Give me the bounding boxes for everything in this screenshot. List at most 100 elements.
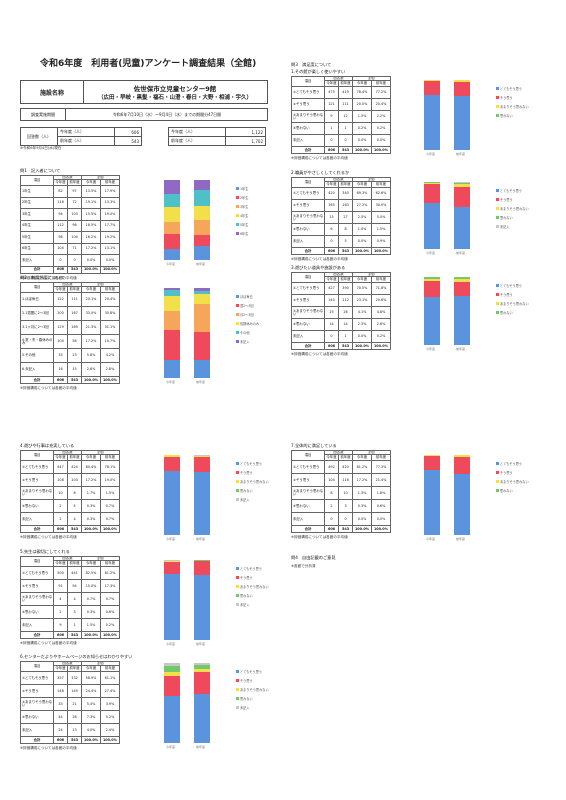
row-value-l: 0 xyxy=(338,134,354,148)
row-value-lr: 20.6% xyxy=(371,294,391,308)
count-table: 回答数（人） 今年度（人） 606 今年度（人） 1,122 前年度（人） 54… xyxy=(20,127,266,146)
bar-this-year xyxy=(164,180,180,260)
row-value-tr: 0.0% xyxy=(352,512,372,527)
legend-swatch xyxy=(236,295,239,298)
table-row: 未記入 0 0 0.0% 0.0% xyxy=(291,512,391,527)
row-label: 1.ほぼ毎日 xyxy=(20,292,54,308)
question-title: 問2 利用頻度について xyxy=(20,275,65,280)
bar-axis-label: 前年度 xyxy=(196,262,206,266)
legend-swatch xyxy=(496,189,499,192)
row-value-lr: 31.1% xyxy=(100,320,120,336)
total-value-tr: 100.0% xyxy=(352,525,372,534)
bar-axis-label: 今年度 xyxy=(166,642,176,646)
total-value-lr: 100.0% xyxy=(100,376,120,385)
row-value-t: 104 xyxy=(52,242,69,256)
row-label: 未記入 xyxy=(20,723,54,738)
bar-segment xyxy=(164,561,180,562)
total-label: 合計 xyxy=(20,376,54,385)
question-table: 項目 回答数 割合 今年度 前年度 今年度 前年度 ①とてもそう思う 500 441 82.5% 81… xyxy=(20,555,120,640)
row-value-lr: 17.9% xyxy=(100,185,120,198)
bar-segment xyxy=(454,80,470,82)
bar-segment xyxy=(454,455,470,457)
table-row: 1.ほぼ毎日 122 111 20.1% 20.4% xyxy=(20,292,120,308)
row-value-lr: 1.5% xyxy=(100,486,120,501)
row-value-t: 0 xyxy=(323,235,340,249)
row-label: ③あまりそう思わない xyxy=(291,211,325,225)
facility-label: 施設名称 xyxy=(21,81,84,103)
row-value-t: 1 xyxy=(323,122,340,136)
legend-label: 5年生 xyxy=(240,223,249,227)
question-table: 項目 回答数 割合 今年度 前年度 今年度 前年度 ①とてもそう思う 447 424 80.4% 78… xyxy=(20,449,120,534)
question-title: 6.センターだよりやホームページのお知らせはわかりやすい xyxy=(20,654,133,659)
bar-segment xyxy=(424,470,440,535)
legend-label: 1年生 xyxy=(240,187,249,191)
bar-segment xyxy=(454,95,470,150)
row-value-l: 58 xyxy=(67,334,83,350)
bar-segment xyxy=(194,290,210,295)
legend-label: 月2～3回 xyxy=(240,313,254,317)
row-label: ③あまりそう思わない xyxy=(20,486,54,501)
bar-this-year xyxy=(424,182,440,249)
row-value-t: 33 xyxy=(52,697,69,712)
q4-note: ※各館で分析済 xyxy=(291,564,316,568)
table-row: ②そう思う 148 149 24.4% 27.4% xyxy=(20,684,120,699)
total-value-tr: 100.0% xyxy=(81,525,101,534)
table-row: ③あまりそう思わない 9 12 1.5% 2.2% xyxy=(291,110,391,124)
legend-swatch xyxy=(236,489,239,492)
row-value-lr: 0.7% xyxy=(100,499,120,514)
row-label: ③あまりそう思わない xyxy=(20,592,54,607)
legend-swatch xyxy=(496,207,499,210)
legend-swatch xyxy=(236,603,239,606)
legend-label: とてもそう思う xyxy=(500,462,522,466)
row-value-t: 98 xyxy=(52,231,69,244)
row-label: ①とてもそう思う xyxy=(291,187,325,201)
table-row: 5.その他 35 23 5.8% 4.2% xyxy=(20,348,120,364)
bar-last-year xyxy=(194,288,210,378)
legend-swatch xyxy=(496,105,499,108)
eval-note: ※評価構成については各館の平均値 xyxy=(291,352,348,356)
bar-segment xyxy=(164,561,180,574)
row-value-l: 71 xyxy=(67,242,83,256)
legend-swatch xyxy=(236,498,239,501)
table-row-total: 合計 606 543 100.0% 100.0% xyxy=(291,146,391,155)
eval-note: ※評価構成については各館の平均値 xyxy=(20,275,77,280)
legend-label: 長期休みのみ xyxy=(240,322,260,326)
total-value-l: 543 xyxy=(338,342,354,351)
legend-item: とてもそう思う xyxy=(236,566,262,571)
legend-label: あまりそう思わない xyxy=(500,302,529,306)
total-label: 合計 xyxy=(20,525,54,534)
header-ratio: 割合 xyxy=(81,555,120,562)
total-label: 合計 xyxy=(291,342,325,351)
row-value-t: 122 xyxy=(52,292,69,308)
total-value-t: 606 xyxy=(52,631,69,640)
row-label: 未記入 xyxy=(291,330,325,344)
bar-this-year xyxy=(164,663,180,743)
total-value-tr: 100.0% xyxy=(81,376,101,385)
bar-segment xyxy=(164,180,180,194)
legend-item: そう思う xyxy=(496,292,513,297)
bar-this-year xyxy=(164,455,180,535)
row-value-l: 13 xyxy=(67,723,83,738)
row-value-tr: 69.3% xyxy=(352,187,372,201)
table-row: ②そう思う 104 116 17.2% 21.4% xyxy=(291,473,391,488)
bar-segment xyxy=(194,560,210,562)
total-value-tr: 100.0% xyxy=(81,736,101,745)
table-row: 6.未記入 16 15 2.6% 2.8% xyxy=(20,362,120,378)
row-value-lr: 78.1% xyxy=(100,460,120,475)
legend-label: 思わない xyxy=(500,489,513,493)
row-value-l: 0 xyxy=(67,254,83,267)
bar-segment xyxy=(194,457,210,473)
row-value-l: 8 xyxy=(67,486,83,501)
bar-segment xyxy=(454,278,470,283)
row-value-t: 44 xyxy=(52,710,69,725)
table-row: ④思わない 1 1 0.2% 0.2% xyxy=(291,122,391,136)
row-value-tr: 0.0% xyxy=(81,254,101,267)
legend-label: 思わない xyxy=(240,594,253,598)
legend-swatch xyxy=(236,340,239,343)
table-row: ①とてもそう思う 492 420 81.2% 77.3% xyxy=(291,460,391,475)
row-value-tr: 21.3% xyxy=(81,320,101,336)
row-value-tr: 1.3% xyxy=(352,486,372,501)
bar-segment xyxy=(164,330,180,360)
legend-label: 思わない xyxy=(240,489,253,493)
bar-segment xyxy=(194,455,210,457)
